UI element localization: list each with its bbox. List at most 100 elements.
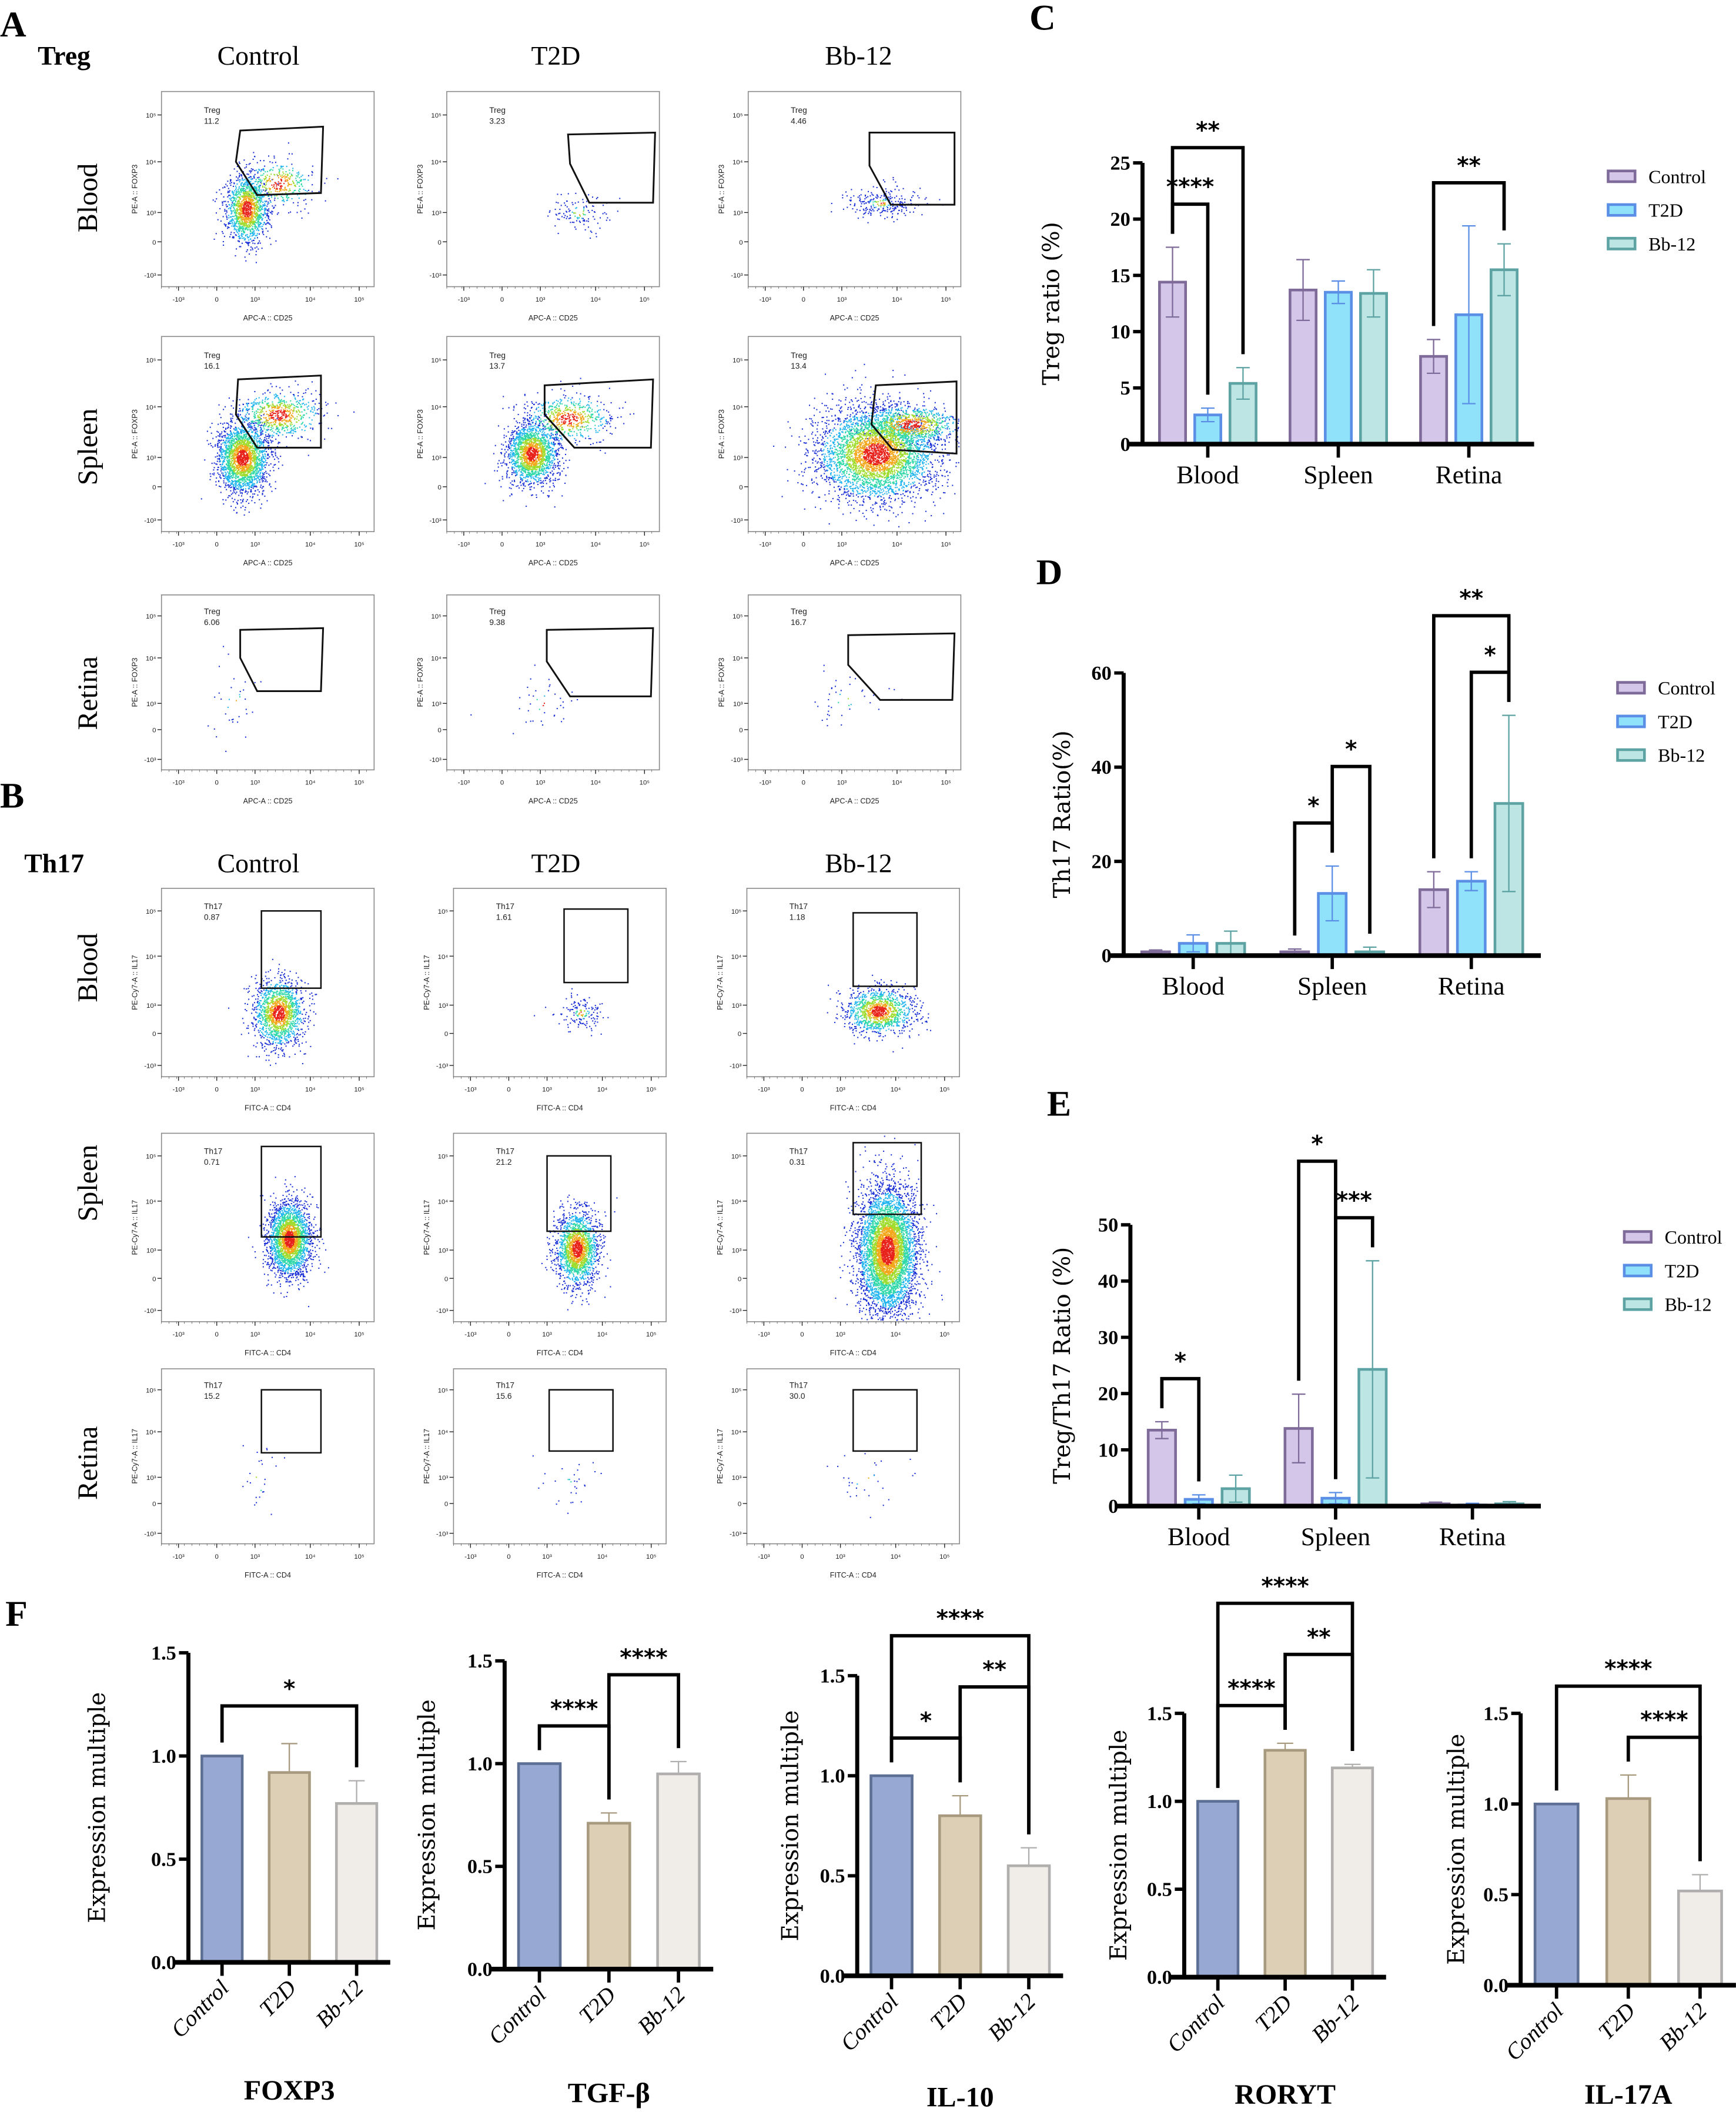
event-dot — [262, 407, 263, 408]
event-dot — [235, 443, 236, 445]
event-dot — [868, 222, 869, 223]
y-tick-label: 0 — [152, 239, 156, 246]
event-dot — [573, 204, 574, 205]
event-dot — [864, 203, 865, 204]
event-dot — [242, 238, 243, 239]
event-dot — [884, 181, 885, 182]
event-dot — [239, 188, 240, 189]
event-dot — [279, 429, 280, 430]
event-dot — [258, 467, 259, 469]
event-dot — [294, 185, 295, 186]
event-dot — [245, 488, 246, 489]
event-dot — [307, 439, 309, 440]
event-dot — [236, 248, 237, 249]
event-dot — [557, 219, 558, 220]
event-dot — [267, 175, 268, 176]
event-dot — [238, 489, 239, 490]
event-dot — [250, 489, 252, 490]
event-dot — [276, 165, 277, 166]
event-dot — [272, 179, 273, 180]
event-dot — [283, 199, 284, 200]
event-dot — [250, 178, 252, 179]
event-dot — [919, 188, 921, 189]
event-dot — [242, 204, 243, 205]
y-tick-label: -10³ — [144, 272, 156, 279]
event-dot — [257, 171, 259, 172]
event-dot — [252, 468, 253, 469]
event-dot — [235, 486, 236, 487]
event-dot — [279, 442, 280, 443]
event-dot — [265, 479, 266, 480]
event-dot — [864, 201, 865, 202]
event-dot — [892, 177, 894, 178]
event-dot — [266, 182, 267, 183]
event-dot — [243, 185, 244, 186]
event-dot — [221, 472, 222, 473]
event-dot — [296, 175, 297, 176]
event-dot — [268, 208, 269, 209]
event-dot — [247, 234, 248, 235]
event-dot — [248, 419, 249, 420]
event-dot — [237, 472, 238, 473]
event-dot — [230, 435, 231, 436]
event-dot — [257, 197, 259, 198]
event-dot — [263, 466, 265, 467]
event-dot — [215, 446, 216, 447]
event-dot — [239, 433, 240, 435]
event-dot — [289, 406, 290, 407]
event-dot — [596, 233, 597, 234]
event-dot — [259, 240, 260, 242]
event-dot — [224, 461, 225, 462]
event-dot — [237, 437, 238, 438]
event-dot — [881, 195, 882, 196]
event-dot — [566, 218, 567, 219]
event-dot — [283, 201, 285, 202]
event-dot — [269, 417, 270, 419]
event-dot — [607, 217, 608, 218]
event-dot — [267, 196, 269, 197]
event-dot — [292, 435, 293, 436]
event-dot — [232, 223, 233, 225]
event-dot — [297, 404, 298, 405]
event-dot — [290, 430, 292, 432]
event-dot — [250, 429, 252, 430]
event-dot — [254, 462, 255, 463]
event-dot — [252, 407, 253, 408]
event-dot — [275, 455, 276, 456]
event-dot — [236, 187, 237, 188]
event-dot — [255, 214, 256, 215]
event-dot — [588, 194, 589, 195]
event-dot — [283, 173, 284, 174]
event-dot — [318, 413, 319, 415]
event-dot — [260, 180, 261, 181]
event-dot — [269, 425, 270, 426]
event-dot — [256, 219, 257, 220]
event-dot — [235, 212, 236, 213]
event-dot — [236, 477, 238, 478]
event-dot — [253, 402, 255, 403]
event-dot — [249, 222, 250, 223]
event-dot — [301, 184, 302, 185]
event-dot — [210, 476, 211, 477]
event-dot — [250, 476, 252, 477]
event-dot — [270, 427, 272, 428]
event-dot — [600, 228, 601, 229]
event-dot — [252, 472, 253, 473]
event-dot — [266, 228, 267, 229]
event-dot — [219, 405, 220, 406]
event-dot — [323, 415, 325, 416]
event-dot — [257, 228, 258, 229]
event-dot — [252, 240, 253, 242]
event-dot — [263, 173, 265, 174]
event-dot — [266, 181, 267, 182]
event-dot — [247, 236, 248, 237]
event-dot — [262, 186, 263, 188]
event-dot — [225, 454, 226, 455]
event-dot — [864, 198, 865, 199]
event-dot — [227, 460, 228, 462]
event-dot — [280, 185, 282, 186]
event-dot — [248, 503, 249, 504]
event-dot — [273, 156, 275, 157]
event-dot — [243, 404, 244, 405]
event-dot — [246, 209, 247, 210]
